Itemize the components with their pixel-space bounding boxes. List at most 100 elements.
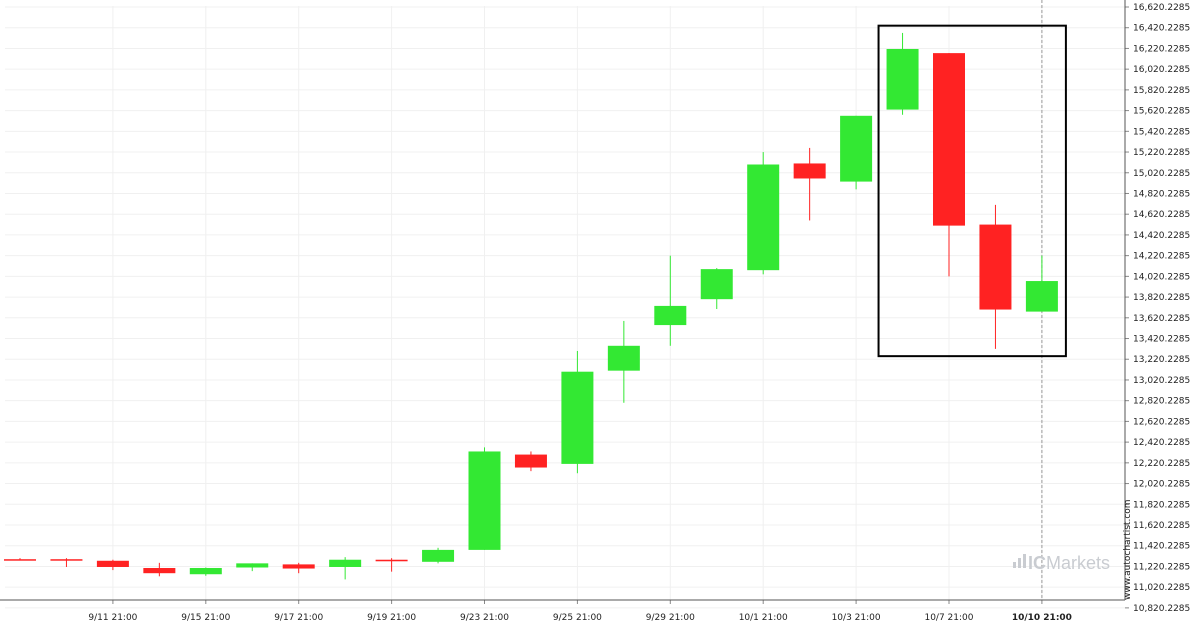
y-tick-label: 16,620.2285	[1133, 3, 1190, 13]
x-tick-label: 9/29 21:00	[646, 613, 695, 623]
candle	[514, 451, 547, 472]
brand-prefix: IC	[1028, 553, 1046, 573]
x-axis: 9/11 21:00 9/15 21:00 9/17 21:00 9/19 21:00…	[0, 599, 1125, 623]
x-tick-label: 10/10 21:00	[1012, 613, 1072, 623]
candle	[50, 558, 83, 567]
y-tick-label: 14,220.2285	[1133, 252, 1190, 262]
candle	[607, 320, 640, 403]
candle	[189, 567, 222, 576]
x-tick-label: 9/19 21:00	[367, 613, 416, 623]
y-tick-label: 15,220.2285	[1133, 148, 1190, 158]
candle-body	[561, 371, 594, 464]
candle	[1025, 255, 1058, 312]
brand-name: Markets	[1046, 553, 1110, 573]
candle-body	[654, 305, 687, 326]
y-tick-label: 11,820.2285	[1133, 500, 1190, 510]
candle-body	[979, 224, 1012, 310]
candle	[282, 562, 315, 574]
brand-bars-icon	[1013, 554, 1026, 568]
y-tick-label: 16,220.2285	[1133, 44, 1190, 54]
x-tick-label: 9/11 21:00	[88, 613, 137, 623]
candle-body	[747, 164, 780, 271]
candle-body	[329, 559, 362, 567]
y-tick-label: 13,020.2285	[1133, 376, 1190, 386]
candle	[840, 115, 873, 190]
candle	[793, 147, 826, 221]
y-tick-label: 13,220.2285	[1133, 355, 1190, 365]
candle-body	[840, 115, 873, 182]
y-tick-label: 10,820.2285	[1133, 604, 1190, 614]
candle-body	[793, 163, 826, 179]
y-tick-label: 12,020.2285	[1133, 480, 1190, 490]
candle	[96, 559, 129, 571]
candle-body	[468, 451, 501, 550]
candle	[468, 447, 501, 550]
x-tick-label: 9/25 21:00	[553, 613, 602, 623]
grid	[5, 0, 1125, 609]
x-tick-label: 9/15 21:00	[181, 613, 230, 623]
y-tick-label: 12,220.2285	[1133, 459, 1190, 469]
x-tick-label: 9/23 21:00	[460, 613, 509, 623]
candles	[4, 32, 1058, 580]
y-tick-label: 16,420.2285	[1133, 24, 1190, 34]
brand-logo: ICMarkets	[1013, 553, 1110, 573]
candle	[561, 350, 594, 474]
y-tick-label: 13,820.2285	[1133, 293, 1190, 303]
x-tick-label: 10/3 21:00	[832, 613, 881, 623]
candle-body	[143, 568, 176, 574]
y-tick-label: 13,620.2285	[1133, 314, 1190, 324]
candle	[4, 558, 36, 561]
candle	[933, 53, 965, 277]
y-tick-label: 13,420.2285	[1133, 335, 1190, 345]
candle-body	[933, 53, 965, 226]
candle-body	[236, 563, 269, 568]
y-tick-label: 14,420.2285	[1133, 231, 1190, 241]
x-tick-label: 10/1 21:00	[739, 613, 788, 623]
y-tick-label: 15,820.2285	[1133, 86, 1190, 96]
y-tick-label: 12,620.2285	[1133, 417, 1190, 427]
pattern-highlight-box	[877, 24, 1067, 358]
candle-body	[4, 559, 36, 561]
candle-body	[96, 560, 129, 567]
y-tick-label: 14,820.2285	[1133, 189, 1190, 199]
y-tick-label: 15,420.2285	[1133, 127, 1190, 137]
y-tick-label: 14,620.2285	[1133, 210, 1190, 220]
y-tick-label: 14,020.2285	[1133, 272, 1190, 282]
pattern-highlight	[877, 24, 1067, 358]
candle	[375, 558, 408, 572]
candle	[143, 562, 176, 577]
y-tick-label: 11,620.2285	[1133, 521, 1190, 531]
candle-body	[514, 454, 547, 468]
candle	[886, 32, 919, 115]
candle-body	[50, 559, 83, 561]
candle-body	[422, 549, 455, 562]
y-tick-label: 16,020.2285	[1133, 65, 1190, 75]
y-tick-label: 11,020.2285	[1133, 583, 1190, 593]
x-tick-label: 10/7 21:00	[924, 613, 973, 623]
candle	[236, 563, 269, 572]
candle-body	[886, 48, 919, 110]
y-tick-label: 12,420.2285	[1133, 438, 1190, 448]
x-tick-label: 9/17 21:00	[274, 613, 323, 623]
candle-body	[189, 568, 222, 575]
y-tick-label: 12,820.2285	[1133, 397, 1190, 407]
candle-body	[700, 269, 733, 300]
candle	[422, 547, 455, 564]
candle-body	[1025, 281, 1058, 312]
brand-text: ICMarkets	[1028, 553, 1110, 573]
candle	[747, 152, 780, 275]
candle-body	[375, 559, 408, 562]
y-axis: 16,620.2285 16,420.2285 16,220.2285 16,020.…	[1124, 0, 1190, 614]
candle	[654, 255, 687, 346]
y-tick-label: 15,020.2285	[1133, 169, 1190, 179]
candle	[329, 557, 362, 580]
y-tick-label: 15,620.2285	[1133, 107, 1190, 117]
candle	[700, 268, 733, 310]
watermark-text: www.autochartist.com	[1123, 499, 1133, 600]
y-tick-label: 11,420.2285	[1133, 542, 1190, 552]
candle-body	[282, 564, 315, 569]
candle-body	[607, 345, 640, 371]
y-tick-label: 11,220.2285	[1133, 562, 1190, 572]
candle	[979, 204, 1012, 349]
